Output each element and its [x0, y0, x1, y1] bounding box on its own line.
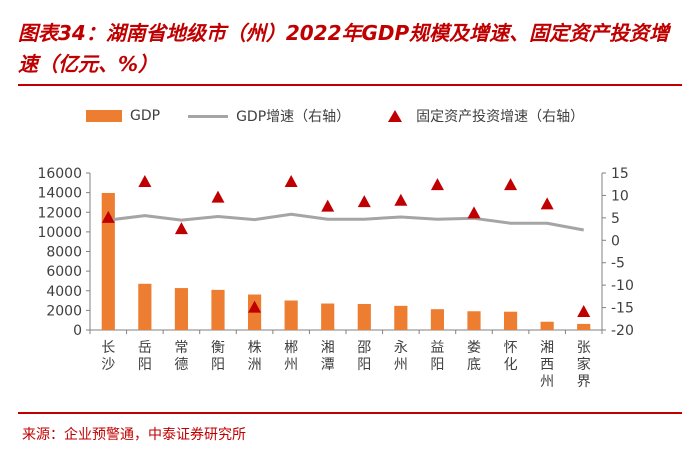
- right-axis-tick-label: -10: [611, 278, 634, 294]
- left-axis-tick-label: 4000: [46, 284, 82, 300]
- title-divider: [18, 84, 682, 86]
- legend: GDP GDP增速（右轴） 固定资产投资增速（右轴）: [86, 104, 612, 128]
- fai-growth-marker: [467, 206, 481, 219]
- left-axis-tick-label: 14000: [37, 186, 82, 202]
- x-axis-category-label: 怀化: [504, 340, 518, 373]
- left-axis-tick-label: 0: [73, 323, 82, 339]
- fai-growth-marker: [321, 199, 335, 212]
- x-axis-category-label: 郴州: [284, 340, 298, 373]
- left-axis-tick-label: 16000: [37, 166, 82, 182]
- fai-growth-marker: [394, 193, 408, 206]
- right-axis-tick-label: -5: [611, 256, 625, 272]
- fai-growth-marker: [174, 222, 188, 235]
- gdp-bar: [174, 288, 189, 330]
- right-axis-tick-label: 0: [611, 233, 620, 249]
- left-axis-tick-label: 2000: [46, 303, 82, 319]
- gdp-growth-line: [108, 212, 584, 232]
- gdp-bar: [540, 321, 554, 330]
- x-axis-category-label: 邵阳: [357, 340, 371, 373]
- right-axis-tick-label: -20: [611, 323, 634, 339]
- x-axis-category-label: 娄底: [467, 340, 481, 373]
- left-axis-tick-label: 6000: [46, 264, 82, 280]
- right-axis-tick-label: 10: [611, 188, 629, 204]
- x-axis-category-label: 衡阳: [211, 340, 225, 373]
- fai-growth-marker: [101, 210, 115, 223]
- x-axis-category-label: 湘潭: [321, 340, 335, 373]
- gdp-bar: [138, 283, 152, 330]
- left-axis-tick-label: 12000: [37, 205, 82, 221]
- left-axis-tick-label: 10000: [37, 225, 82, 241]
- gdp-bar: [577, 323, 591, 330]
- legend-label-gdp-growth: GDP增速（右轴）: [236, 109, 351, 125]
- fai-growth-marker: [138, 174, 152, 187]
- legend-item-gdp-growth: GDP增速（右轴）: [188, 106, 350, 126]
- x-axis-category-label: 长沙: [101, 340, 115, 373]
- x-axis-category-label: 湘西州: [540, 340, 554, 390]
- gdp-bar: [430, 309, 445, 330]
- fai-growth-marker: [248, 300, 262, 313]
- gdp-bar: [467, 311, 481, 330]
- legend-item-fai-growth: 固定资产投资增速（右轴）: [378, 106, 584, 126]
- gdp-bar: [284, 300, 298, 330]
- legend-label-gdp: GDP: [130, 108, 161, 124]
- source-divider: [18, 412, 682, 414]
- legend-swatch-triangle: [388, 110, 403, 122]
- x-axis-category-label: 岳阳: [138, 340, 152, 373]
- source-note: 来源：企业预警通，中泰证券研究所: [22, 427, 246, 443]
- right-axis-tick-label: 15: [611, 166, 629, 182]
- fai-growth-marker: [211, 190, 225, 203]
- gdp-bar: [101, 192, 115, 330]
- legend-item-gdp: GDP: [86, 108, 160, 124]
- fai-growth-marker: [430, 178, 444, 191]
- x-axis-category-label: 益阳: [430, 340, 444, 373]
- x-axis-category-label: 株洲: [248, 340, 262, 373]
- chart-title: 图表34：湖南省地级市（州）2022年GDP规模及增速、固定资产投资增速（亿元、…: [18, 21, 670, 76]
- fai-growth-marker: [504, 178, 518, 191]
- fai-growth-marker: [577, 305, 591, 318]
- x-axis-category-label: 张家界: [577, 340, 591, 390]
- x-axis-category-label: 永州: [394, 340, 408, 373]
- right-axis-tick-label: -15: [611, 301, 634, 317]
- x-axis-category-label: 常德: [174, 340, 188, 373]
- right-axis-tick-label: 5: [611, 211, 620, 227]
- legend-swatch-bar: [86, 110, 122, 122]
- gdp-bar: [211, 289, 225, 330]
- legend-swatch-line: [188, 114, 229, 118]
- fai-growth-marker: [357, 195, 371, 208]
- legend-label-fai-growth: 固定资产投资增速（右轴）: [416, 109, 585, 125]
- gdp-bar: [503, 311, 518, 330]
- gdp-bar: [394, 305, 408, 330]
- gdp-bar: [357, 303, 371, 330]
- fai-growth-marker: [540, 197, 554, 210]
- gdp-bar: [321, 303, 335, 330]
- fai-growth-marker: [284, 174, 298, 187]
- left-axis-tick-label: 8000: [46, 245, 82, 261]
